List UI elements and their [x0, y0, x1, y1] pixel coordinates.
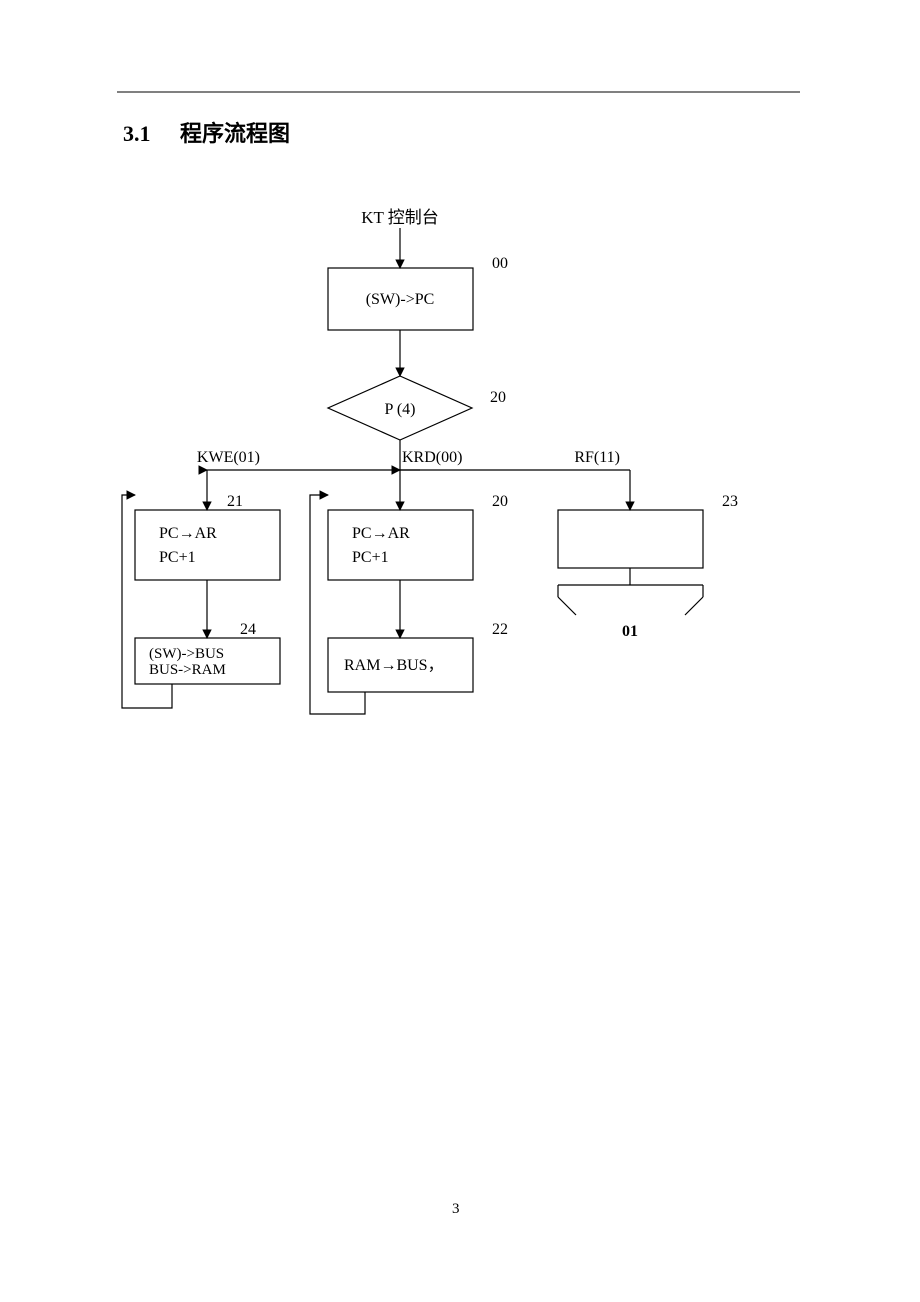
svg-text:00: 00 [492, 255, 508, 272]
flowchart: KT 控制台 (SW)->PC 00 P (4) 20 KWE(01) KRD(00) RF(… [0, 0, 920, 760]
svg-text:BUS->RAM: BUS->RAM [149, 662, 226, 678]
page: 3.1 程序流程图 KT 控制台(SW)->PC00P (4)20KWE(01)… [0, 0, 920, 1302]
svg-text:20: 20 [492, 493, 508, 510]
svg-text:PC+1: PC+1 [159, 549, 196, 566]
svg-text:P (4): P (4) [385, 401, 416, 418]
svg-text:24: 24 [240, 621, 256, 638]
svg-text:PC→AR: PC→AR [159, 525, 217, 542]
svg-text:01: 01 [622, 623, 638, 640]
svg-text:(SW)->PC: (SW)->PC [366, 291, 435, 308]
svg-text:23: 23 [722, 493, 738, 510]
svg-text:20: 20 [490, 389, 506, 406]
svg-text:RAM→BUS，: RAM→BUS， [344, 657, 444, 674]
svg-text:RF(11): RF(11) [574, 449, 620, 466]
svg-text:PC+1: PC+1 [352, 549, 389, 566]
svg-text:21: 21 [227, 493, 243, 510]
svg-text:PC→AR: PC→AR [352, 525, 410, 542]
svg-text:KWE(01): KWE(01) [197, 449, 260, 466]
svg-text:22: 22 [492, 621, 508, 638]
svg-text:KT 控制台: KT 控制台 [361, 208, 439, 227]
svg-text:(SW)->BUS: (SW)->BUS [149, 646, 224, 662]
page-number: 3 [452, 1201, 460, 1218]
svg-text:KRD(00): KRD(00) [402, 449, 462, 466]
